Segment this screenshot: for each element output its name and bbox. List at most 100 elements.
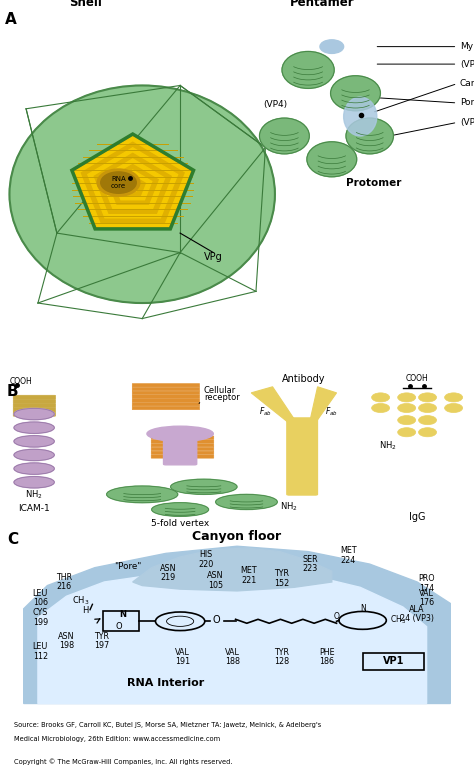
Text: ALA
24 (VP3): ALA 24 (VP3) <box>400 605 434 623</box>
Text: TYR
197: TYR 197 <box>94 632 109 650</box>
Ellipse shape <box>14 436 54 447</box>
Polygon shape <box>101 159 164 209</box>
Text: LEU
106: LEU 106 <box>33 589 48 608</box>
Ellipse shape <box>398 393 416 402</box>
Ellipse shape <box>331 76 380 110</box>
Polygon shape <box>114 170 152 200</box>
Ellipse shape <box>445 393 463 402</box>
Polygon shape <box>82 142 184 222</box>
Text: N: N <box>120 610 127 618</box>
Ellipse shape <box>147 427 213 441</box>
Text: SER
223: SER 223 <box>303 555 318 573</box>
Text: C: C <box>7 532 18 547</box>
Text: receptor: receptor <box>204 393 239 402</box>
FancyBboxPatch shape <box>132 391 200 395</box>
Text: CH$_3$: CH$_3$ <box>390 613 406 625</box>
Text: (VP4): (VP4) <box>263 99 287 109</box>
Ellipse shape <box>372 393 390 402</box>
Polygon shape <box>94 153 171 213</box>
Text: Copyright © The McGraw-Hill Companies, Inc. All rights reserved.: Copyright © The McGraw-Hill Companies, I… <box>14 758 233 765</box>
Ellipse shape <box>282 51 334 89</box>
Ellipse shape <box>171 479 237 494</box>
Ellipse shape <box>307 141 357 176</box>
Polygon shape <box>310 387 337 423</box>
Text: "Pore": "Pore" <box>114 563 142 571</box>
Text: VPg: VPg <box>204 253 223 263</box>
Text: PHE
186: PHE 186 <box>319 648 335 667</box>
Polygon shape <box>88 148 178 218</box>
Ellipse shape <box>419 393 437 402</box>
FancyBboxPatch shape <box>151 455 214 458</box>
Text: $F_{ab}$: $F_{ab}$ <box>259 405 272 417</box>
FancyBboxPatch shape <box>132 395 200 399</box>
Text: NH$_2$: NH$_2$ <box>379 440 397 452</box>
Text: MET
221: MET 221 <box>240 566 257 585</box>
Polygon shape <box>133 548 332 591</box>
Ellipse shape <box>260 118 309 154</box>
Text: COOH: COOH <box>9 377 32 386</box>
Text: B: B <box>7 384 19 399</box>
Polygon shape <box>107 165 158 204</box>
FancyBboxPatch shape <box>151 451 214 455</box>
Text: Shell: Shell <box>69 0 102 9</box>
Text: O: O <box>334 611 339 621</box>
Polygon shape <box>127 181 139 190</box>
Text: (VP1): (VP1) <box>460 60 474 68</box>
Polygon shape <box>72 134 193 229</box>
FancyBboxPatch shape <box>13 404 55 408</box>
Text: H: H <box>82 606 89 615</box>
Text: TYR
128: TYR 128 <box>274 648 290 667</box>
Text: 5-fold vertex: 5-fold vertex <box>151 519 209 528</box>
FancyBboxPatch shape <box>151 436 214 439</box>
FancyBboxPatch shape <box>151 440 214 443</box>
Polygon shape <box>24 546 450 703</box>
FancyBboxPatch shape <box>13 413 55 416</box>
Ellipse shape <box>97 169 140 197</box>
Ellipse shape <box>346 118 393 154</box>
Text: O: O <box>213 615 220 625</box>
Text: TYR
152: TYR 152 <box>274 569 290 587</box>
Text: (VP2): (VP2) <box>460 118 474 127</box>
Ellipse shape <box>419 427 437 437</box>
Ellipse shape <box>398 403 416 413</box>
Ellipse shape <box>152 503 209 517</box>
Ellipse shape <box>14 409 54 420</box>
Text: VAL
188: VAL 188 <box>225 648 240 667</box>
Text: Source: Brooks GF, Carroll KC, Butel JS, Morse SA, Mietzner TA: Jawetz, Melnick,: Source: Brooks GF, Carroll KC, Butel JS,… <box>14 722 321 727</box>
Polygon shape <box>75 137 191 227</box>
Text: Cellular: Cellular <box>204 386 236 395</box>
Text: Antibody: Antibody <box>282 375 325 385</box>
Text: N: N <box>361 604 366 612</box>
Text: ASN
198: ASN 198 <box>58 632 74 650</box>
Ellipse shape <box>320 40 344 54</box>
Text: THR
216: THR 216 <box>56 573 72 591</box>
Ellipse shape <box>445 403 463 413</box>
FancyBboxPatch shape <box>13 395 55 399</box>
Text: ICAM-1: ICAM-1 <box>18 504 50 513</box>
Text: NH$_2$: NH$_2$ <box>280 500 298 513</box>
Ellipse shape <box>14 463 54 474</box>
Text: ASN
219: ASN 219 <box>160 563 176 583</box>
Ellipse shape <box>14 449 54 461</box>
Text: COOH: COOH <box>406 375 428 384</box>
Text: VAL
176: VAL 176 <box>419 589 434 608</box>
FancyBboxPatch shape <box>151 448 214 451</box>
Text: Myristate: Myristate <box>460 42 474 51</box>
Text: RNA Interior: RNA Interior <box>128 678 204 688</box>
Ellipse shape <box>14 422 54 434</box>
Text: VP1: VP1 <box>383 657 404 667</box>
Ellipse shape <box>398 427 416 437</box>
Text: RNA
core: RNA core <box>111 176 126 189</box>
Ellipse shape <box>398 416 416 425</box>
Text: (VP3): (VP3) <box>258 131 283 140</box>
Text: VAL
191: VAL 191 <box>175 648 190 667</box>
Text: O: O <box>115 622 122 631</box>
Text: MET
224: MET 224 <box>340 545 357 565</box>
Polygon shape <box>251 387 294 423</box>
Text: CYS
199: CYS 199 <box>33 608 48 627</box>
Text: Canyon: Canyon <box>460 79 474 88</box>
FancyBboxPatch shape <box>164 433 197 465</box>
FancyBboxPatch shape <box>13 408 55 412</box>
FancyBboxPatch shape <box>287 418 318 495</box>
Text: Medical Microbiology, 26th Edition: www.accessmedicine.com: Medical Microbiology, 26th Edition: www.… <box>14 737 220 742</box>
